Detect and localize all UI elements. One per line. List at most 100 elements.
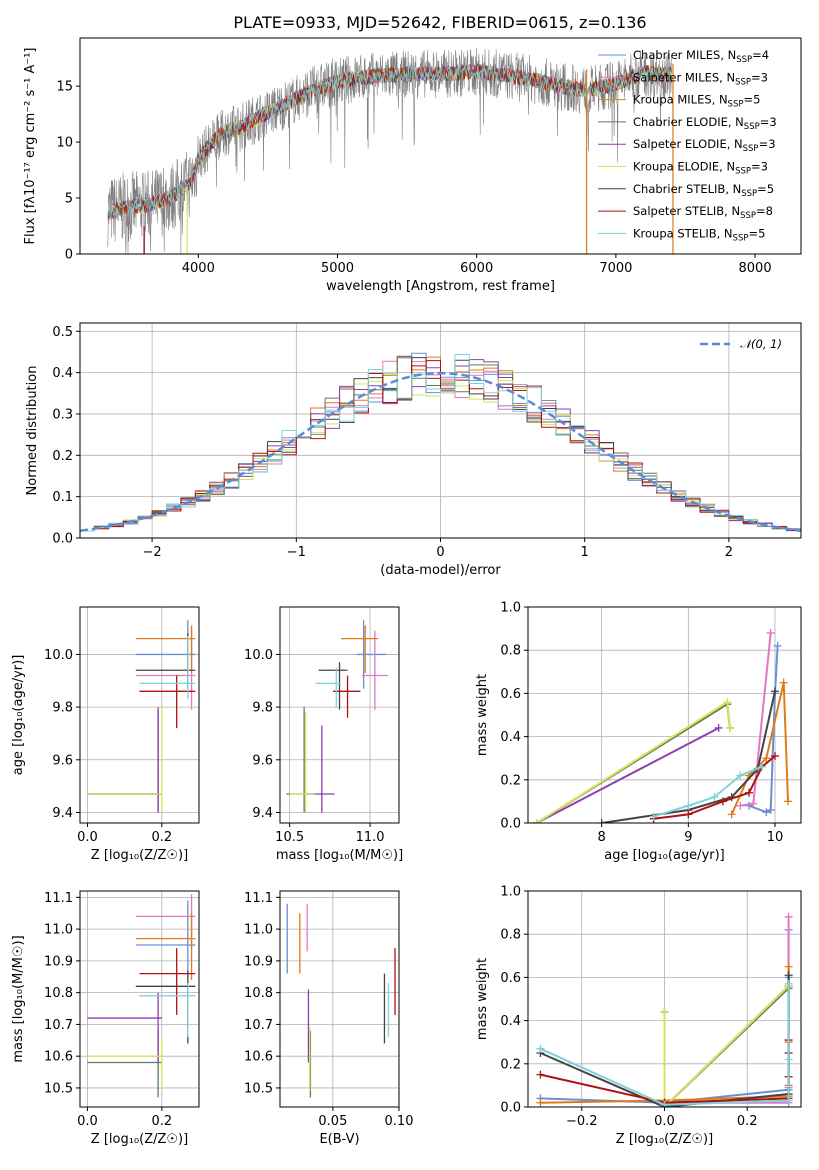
age_vs_Z-ylabel: age [log₁₀(age/yr)] [11,655,26,776]
mass_vs_Z-axes: 0.0 0.2 10.5 10.6 10.7 10.8 10.9 11.0 11.1 Z [log… [11,891,199,1147]
age_vs_Z-xtick-label: 0.0 [77,830,98,845]
age_vs_Z-ytick-label: 9.6 [52,753,73,768]
weight_vs_Z-ytick-label: 0.2 [500,1057,521,1072]
weight_vs_Z-ytick-label: 0.0 [500,1101,521,1116]
legend-entry: Kroupa STELIB, NSSP=5 [633,226,765,243]
histogram-ytick-label: 0.2 [52,449,73,464]
histogram-xlabel: (data-model)/error [380,563,501,578]
mass_vs_Z-xtick-label: 0.2 [151,1114,172,1129]
weight_vs_Z-lines [536,912,793,1107]
weight_vs_Z-ytick-label: 0.6 [500,971,521,986]
spectrum-ytick-label: 10 [56,136,73,151]
page-title: PLATE=0933, MJD=52642, FIBERID=0615, z=0… [233,13,646,32]
legend-entry: Salpeter ELODIE, NSSP=3 [633,137,776,154]
mass_vs_ebv-ytick-label: 10.9 [244,954,273,969]
weight-marker [736,801,745,810]
spectrum-xlabel: wavelength [Angstrom, rest frame] [326,279,555,294]
spectrum-frame [79,37,802,255]
weight_vs_age-ytick-label: 0.4 [500,730,521,745]
mass_vs_Z-points [87,894,196,1098]
weight_vs_Z-xtick-label: 0.2 [737,1114,758,1129]
weight_vs_age-xtick-label: 10 [767,830,784,845]
weight_vs_Z-ytick-label: 0.8 [500,928,521,943]
mass_vs_ebv-xtick-label: 0.05 [318,1114,347,1129]
weight-line [653,765,763,818]
weight-marker [784,1055,793,1064]
histogram-axes: −2 −1 0 1 2 0.0 0.1 0.2 0.3 0.4 0.5 (data-model)/er… [25,323,801,578]
age_vs_Z-ytick-label: 9.8 [52,701,73,716]
weight-marker [766,806,775,815]
histogram-ytick-label: 0.0 [52,532,73,547]
weight_vs_age-lines [532,628,792,823]
histogram-ytick-label: 0.1 [52,490,73,505]
legend-entry: Kroupa ELODIE, NSSP=3 [633,160,768,177]
weight_vs_age-ytick-label: 0.6 [500,687,521,702]
weight_vs_Z-frame [527,890,802,1108]
weight_vs_Z-xtick-label: 0.0 [654,1114,675,1129]
legend-entry: Salpeter MILES, NSSP=3 [633,70,768,87]
age_vs_mass-xtick-label: 10.5 [275,830,304,845]
mass_vs_ebv-xtick-label: 0.10 [385,1114,414,1129]
weight_vs_Z-ytick-label: 0.4 [500,1014,521,1029]
mass_vs_ebv-ytick-label: 11.0 [244,923,273,938]
mass_vs_Z-ytick-label: 10.5 [44,1081,73,1096]
spectrum-xtick-label: 6000 [460,261,493,276]
mass_vs_Z-frame [79,890,200,1108]
age_vs_Z-frame [79,606,200,824]
age_vs_mass-xlabel: mass [log₁₀(M/M☉)] [276,848,403,863]
age_vs_mass-ytick-label: 9.4 [252,806,273,821]
weight_vs_age-ytick-label: 0.8 [500,644,521,659]
age_vs_mass-axes: 10.5 11.0 9.4 9.6 9.8 10.0 mass [log₁₀(M/M☉)] [244,607,403,863]
weight-marker [784,979,793,988]
weight-marker [736,771,745,780]
age_vs_Z-xlabel: Z [log₁₀(Z/Z☉)] [91,848,188,863]
histogram-xtick-label: −2 [143,545,162,560]
weight-line [664,916,790,1104]
weight-marker [532,819,541,823]
mass_vs_ebv-ytick-label: 11.1 [244,891,273,906]
weight-marker [723,698,732,707]
weight-marker [784,912,793,921]
age_vs_Z-ytick-label: 10.0 [44,648,73,663]
spectrum-xtick-label: 8000 [739,261,772,276]
weight-marker [684,801,693,810]
mass_vs_Z-xtick-label: 0.0 [77,1114,98,1129]
legend-entry: Salpeter STELIB, NSSP=8 [633,204,773,221]
spectrum-observed [107,47,672,254]
age_vs_mass-ytick-label: 9.8 [252,701,273,716]
spectrum-ytick-label: 5 [65,192,73,207]
mass_vs_ebv-ytick-label: 10.6 [244,1050,273,1065]
legend-entry: Chabrier ELODIE, NSSP=3 [633,115,777,132]
age_vs_mass-xtick-label: 11.0 [356,830,385,845]
weight-marker [773,641,782,650]
legend-entry: Chabrier STELIB, NSSP=5 [633,182,774,199]
histogram-ytick-label: 0.5 [52,325,73,340]
mass_vs_ebv-points [286,903,396,1098]
age_vs_mass-frame [279,606,400,824]
weight-marker [771,687,779,696]
mass_vs_ebv-xlabel: E(B-V) [319,1132,359,1147]
spectrum-xtick-label: 7000 [599,261,632,276]
legend-entry: Kroupa MILES, NSSP=5 [633,93,760,110]
weight-marker [784,797,792,806]
weight_vs_age-xtick-label: 8 [598,830,606,845]
weight-marker [784,1096,793,1105]
weight-marker [714,723,723,732]
mass_vs_ebv-ytick-label: 10.8 [244,986,273,1001]
age_vs_Z-xtick-label: 0.2 [151,830,172,845]
weight_vs_age-axes: 8 9 10 0.0 0.2 0.4 0.6 0.8 1.0 age [log₁₀(age/yr)… [475,601,801,863]
weight_vs_age-ytick-label: 0.2 [500,773,521,788]
weight-marker [536,1070,545,1079]
legend-entry: 𝒩(0, 1) [740,337,782,351]
weight-marker [749,799,758,808]
weight-marker [745,788,753,797]
mass_vs_ebv-frame [279,890,400,1108]
weight-marker [719,797,727,806]
weight-marker [784,962,793,971]
weight_vs_age-xtick-label: 9 [684,830,692,845]
weight-marker [727,810,736,819]
weight-marker [536,1098,545,1107]
histogram-xtick-label: 0 [436,545,444,560]
